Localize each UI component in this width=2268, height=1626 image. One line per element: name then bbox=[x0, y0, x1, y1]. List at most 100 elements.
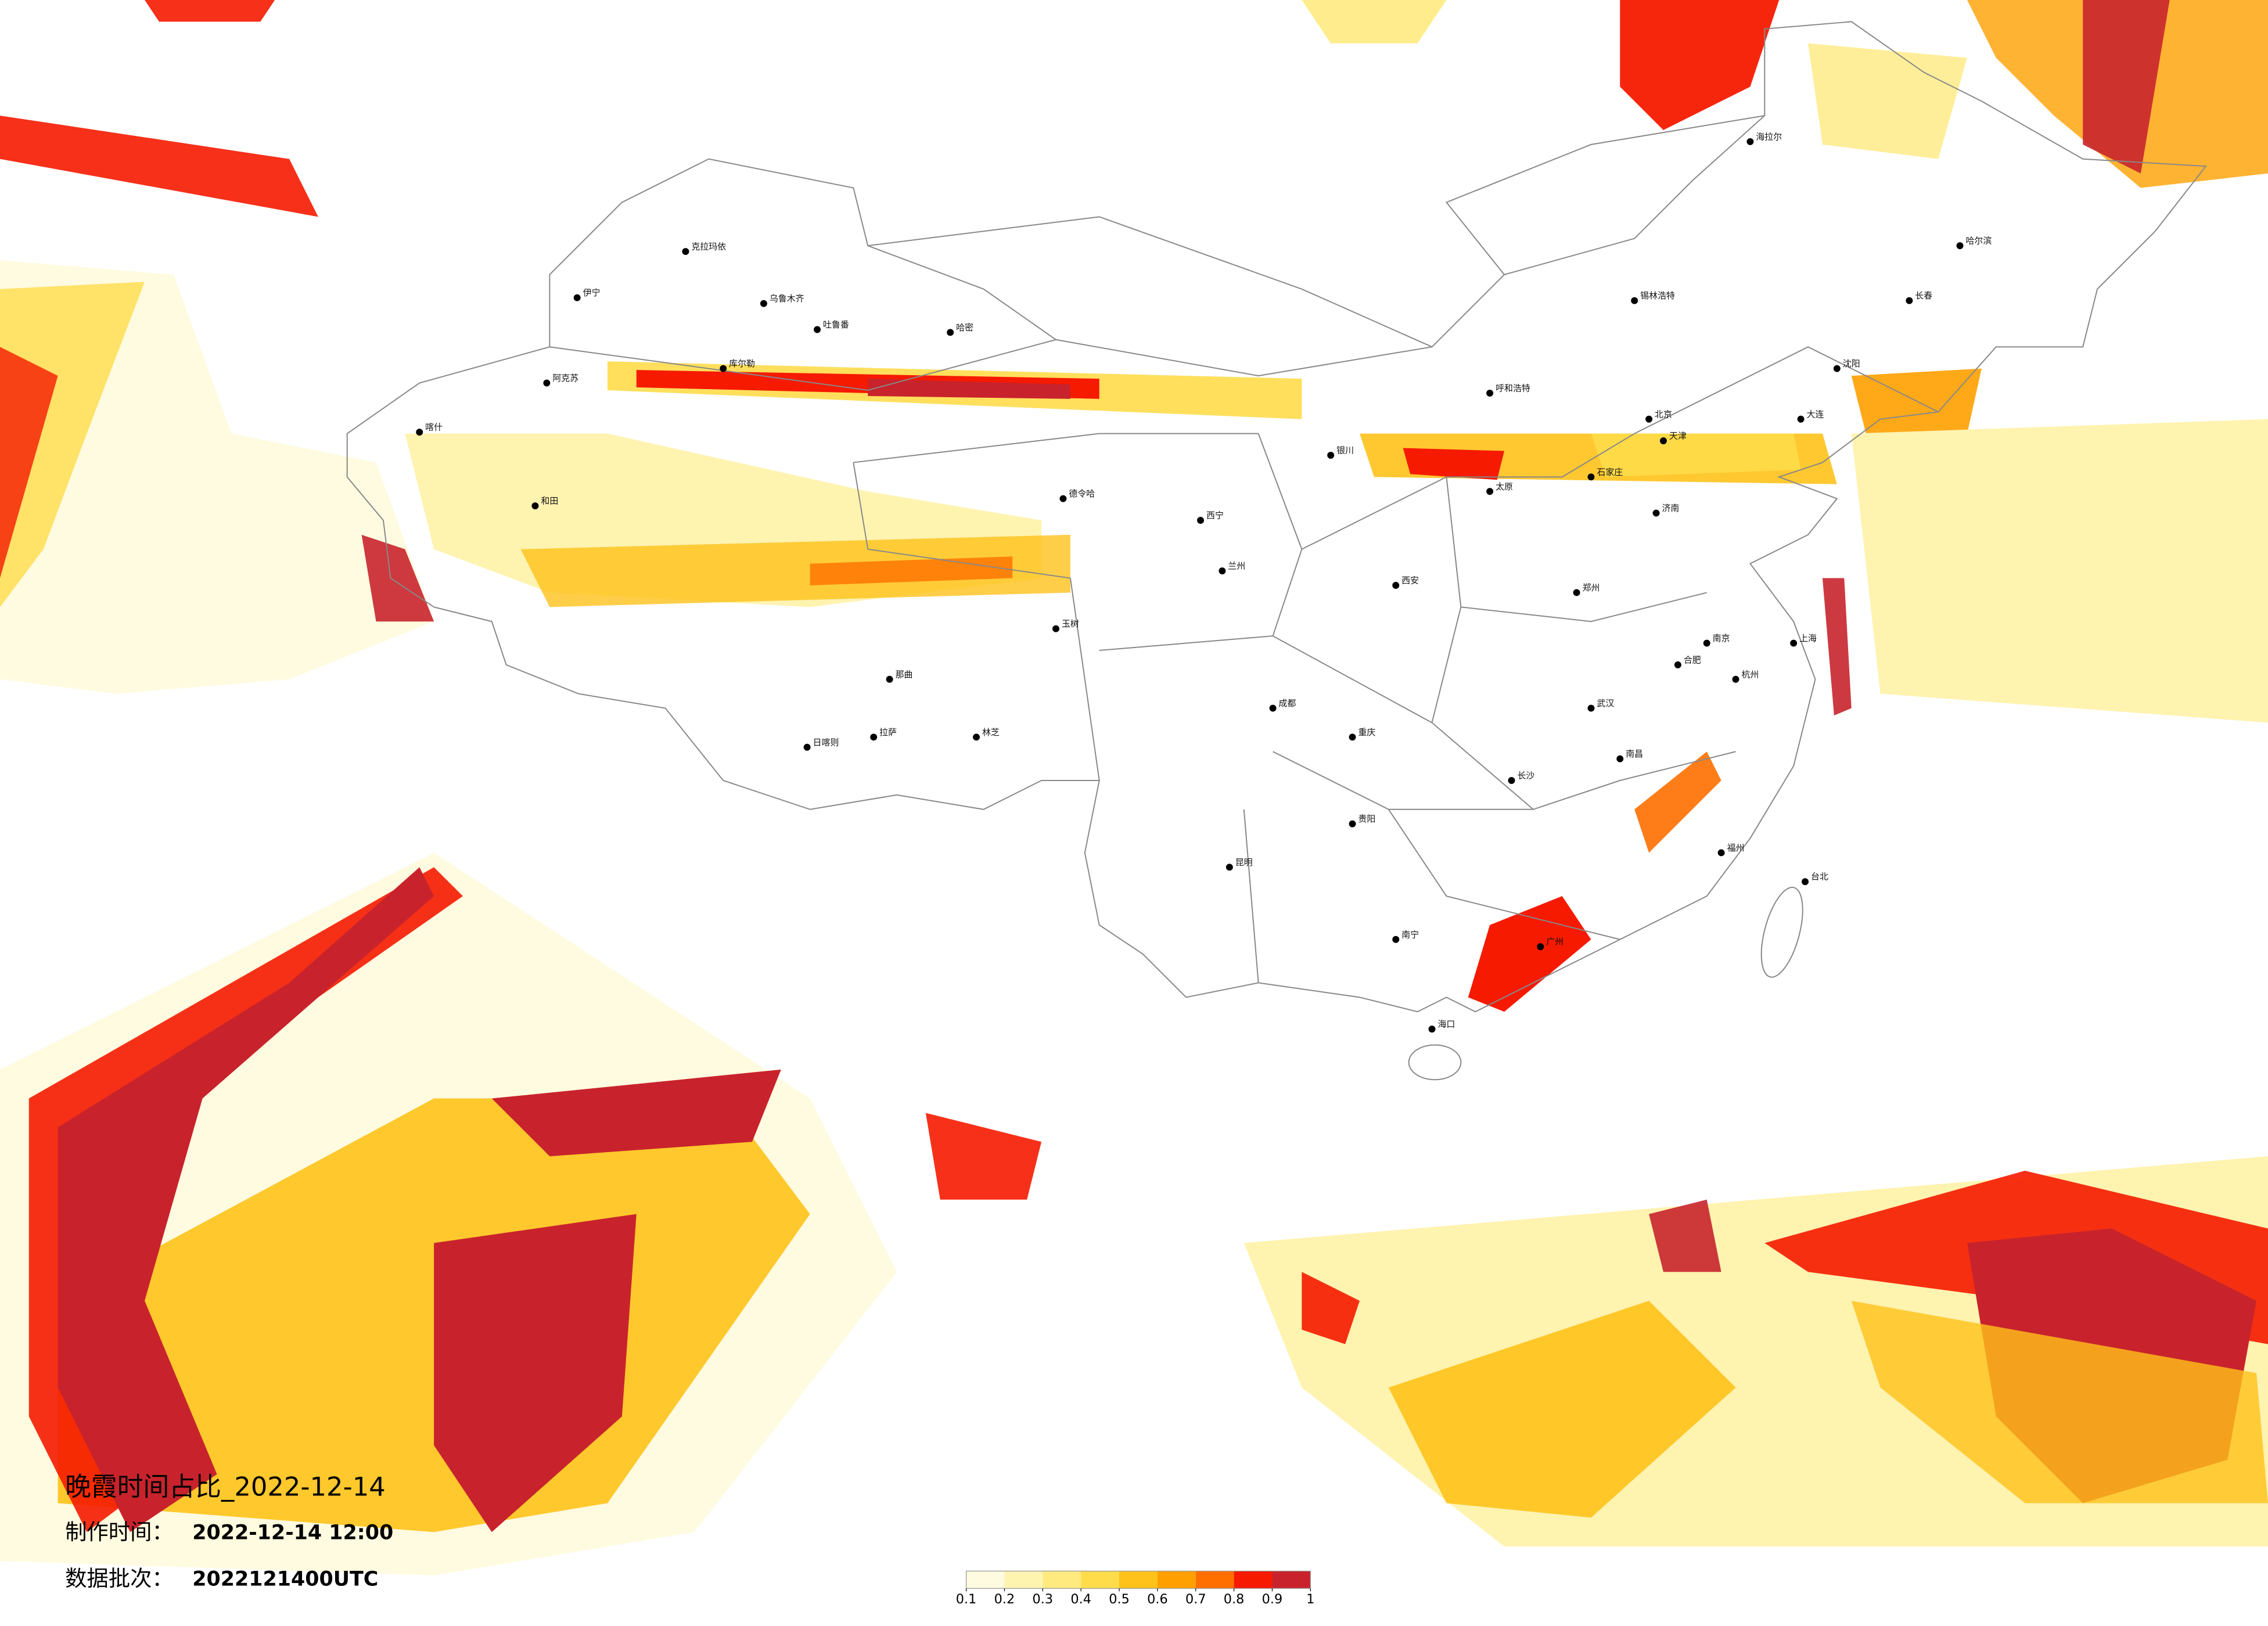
legend-frame bbox=[965, 1570, 1311, 1589]
city-label: 长沙 bbox=[1517, 771, 1534, 781]
legend-swatch bbox=[1004, 1571, 1043, 1589]
city-label: 成都 bbox=[1279, 698, 1296, 708]
heat-region bbox=[0, 116, 318, 217]
city-label: 日喀则 bbox=[813, 737, 839, 747]
legend-swatch bbox=[966, 1571, 1005, 1589]
city-label: 锡林浩特 bbox=[1640, 290, 1675, 301]
heat-region bbox=[868, 379, 1070, 399]
legend-swatch bbox=[1119, 1571, 1158, 1589]
city-dot bbox=[1616, 755, 1624, 762]
city-dot bbox=[1052, 625, 1059, 632]
city-label: 吐鲁番 bbox=[823, 319, 849, 330]
city-dot bbox=[543, 379, 551, 387]
heat-region bbox=[0, 282, 145, 607]
legend-swatch bbox=[1272, 1571, 1311, 1589]
city-dot bbox=[1573, 589, 1580, 596]
city-dot bbox=[1508, 777, 1515, 784]
heat-region bbox=[1302, 1272, 1360, 1344]
city-dot bbox=[720, 365, 727, 372]
legend-tick-label: 0.6 bbox=[1147, 1592, 1168, 1607]
city-label: 广州 bbox=[1546, 937, 1563, 947]
city-label: 天津 bbox=[1669, 431, 1687, 441]
batch-label: 数据批次： bbox=[65, 1566, 174, 1591]
city-label: 台北 bbox=[1811, 872, 1828, 882]
province-lines bbox=[549, 339, 1939, 983]
legend-tick-label: 0.3 bbox=[1033, 1592, 1054, 1607]
city-label: 银川 bbox=[1336, 445, 1354, 456]
city-label: 拉萨 bbox=[879, 727, 897, 738]
city-label: 和田 bbox=[541, 496, 558, 506]
city-dot bbox=[1674, 661, 1681, 668]
city-label: 阿克苏 bbox=[552, 373, 578, 383]
borders bbox=[346, 21, 2207, 1081]
heat-region bbox=[1808, 43, 1967, 159]
city-dot bbox=[1219, 567, 1226, 575]
city-label: 贵阳 bbox=[1358, 814, 1376, 824]
city-label: 南京 bbox=[1713, 633, 1730, 643]
city-label: 重庆 bbox=[1358, 727, 1376, 738]
city-label: 石家庄 bbox=[1597, 467, 1623, 477]
heat-region bbox=[1302, 0, 1447, 44]
city-dot bbox=[1349, 733, 1356, 741]
city-label: 福州 bbox=[1727, 843, 1745, 853]
legend-tick-label: 0.8 bbox=[1224, 1592, 1245, 1607]
heat-region bbox=[145, 0, 275, 22]
city-label: 哈尔滨 bbox=[1965, 236, 1992, 246]
legend-tick-label: 0.5 bbox=[1109, 1592, 1130, 1607]
city-dot bbox=[1197, 517, 1205, 524]
heat-region bbox=[925, 1113, 1042, 1200]
city-dot bbox=[1269, 704, 1277, 712]
city-dot bbox=[1797, 415, 1805, 423]
city-label: 上海 bbox=[1799, 633, 1817, 643]
city-label: 西安 bbox=[1401, 575, 1419, 586]
taiwan bbox=[1760, 887, 1803, 978]
city-label: 南昌 bbox=[1626, 749, 1643, 759]
city-label: 克拉玛依 bbox=[691, 242, 726, 252]
city-dot bbox=[1645, 415, 1653, 423]
city-dot bbox=[1486, 390, 1494, 397]
legend-tick-label: 1 bbox=[1306, 1592, 1314, 1607]
legend: 0.1 0.2 0.3 0.4 0.5 0.6 0.7 0.8 0.9 1 bbox=[956, 1570, 1314, 1607]
city-label: 哈密 bbox=[956, 322, 973, 333]
city-dot bbox=[1732, 675, 1739, 683]
heatmap bbox=[0, 0, 2268, 1575]
city-dot bbox=[1833, 365, 1841, 372]
city-label: 喀什 bbox=[425, 422, 443, 433]
city-dot bbox=[1652, 509, 1660, 517]
heat-region bbox=[1851, 1301, 2268, 1503]
city-label: 昆明 bbox=[1235, 857, 1253, 868]
city-dot bbox=[1631, 297, 1638, 304]
legend-tick-label: 0.2 bbox=[994, 1592, 1015, 1607]
city-dot bbox=[973, 733, 980, 741]
heat-region bbox=[1634, 751, 1721, 853]
city-label: 库尔勒 bbox=[729, 358, 755, 369]
city-label: 太原 bbox=[1496, 481, 1513, 492]
city-dot bbox=[1790, 639, 1798, 647]
city-label: 德令哈 bbox=[1069, 488, 1095, 499]
city-label: 伊宁 bbox=[583, 287, 601, 298]
heat-region bbox=[810, 556, 1013, 585]
city-dot bbox=[416, 429, 423, 436]
city-label: 长春 bbox=[1915, 290, 1932, 301]
city-label: 海口 bbox=[1437, 1019, 1455, 1030]
city-label: 北京 bbox=[1655, 409, 1672, 419]
heat-region bbox=[1620, 0, 1780, 130]
city-dot bbox=[1703, 639, 1710, 647]
city-dot bbox=[1392, 936, 1400, 943]
city-label: 呼和浩特 bbox=[1496, 383, 1530, 394]
city-label: 大连 bbox=[1807, 409, 1824, 419]
city-dot bbox=[1486, 488, 1494, 495]
city-dot bbox=[1327, 452, 1335, 459]
legend-tick-label: 0.1 bbox=[956, 1592, 977, 1607]
heat-region bbox=[491, 1069, 781, 1157]
legend-swatch bbox=[1043, 1571, 1081, 1589]
city-label: 那曲 bbox=[896, 669, 913, 679]
city-dot bbox=[870, 733, 878, 741]
city-dot bbox=[886, 675, 893, 683]
city-dot bbox=[1428, 1026, 1436, 1033]
heat-region bbox=[1822, 578, 1852, 715]
city-dot bbox=[1587, 704, 1595, 712]
heat-region bbox=[520, 534, 1070, 607]
city-label: 郑州 bbox=[1583, 582, 1600, 593]
